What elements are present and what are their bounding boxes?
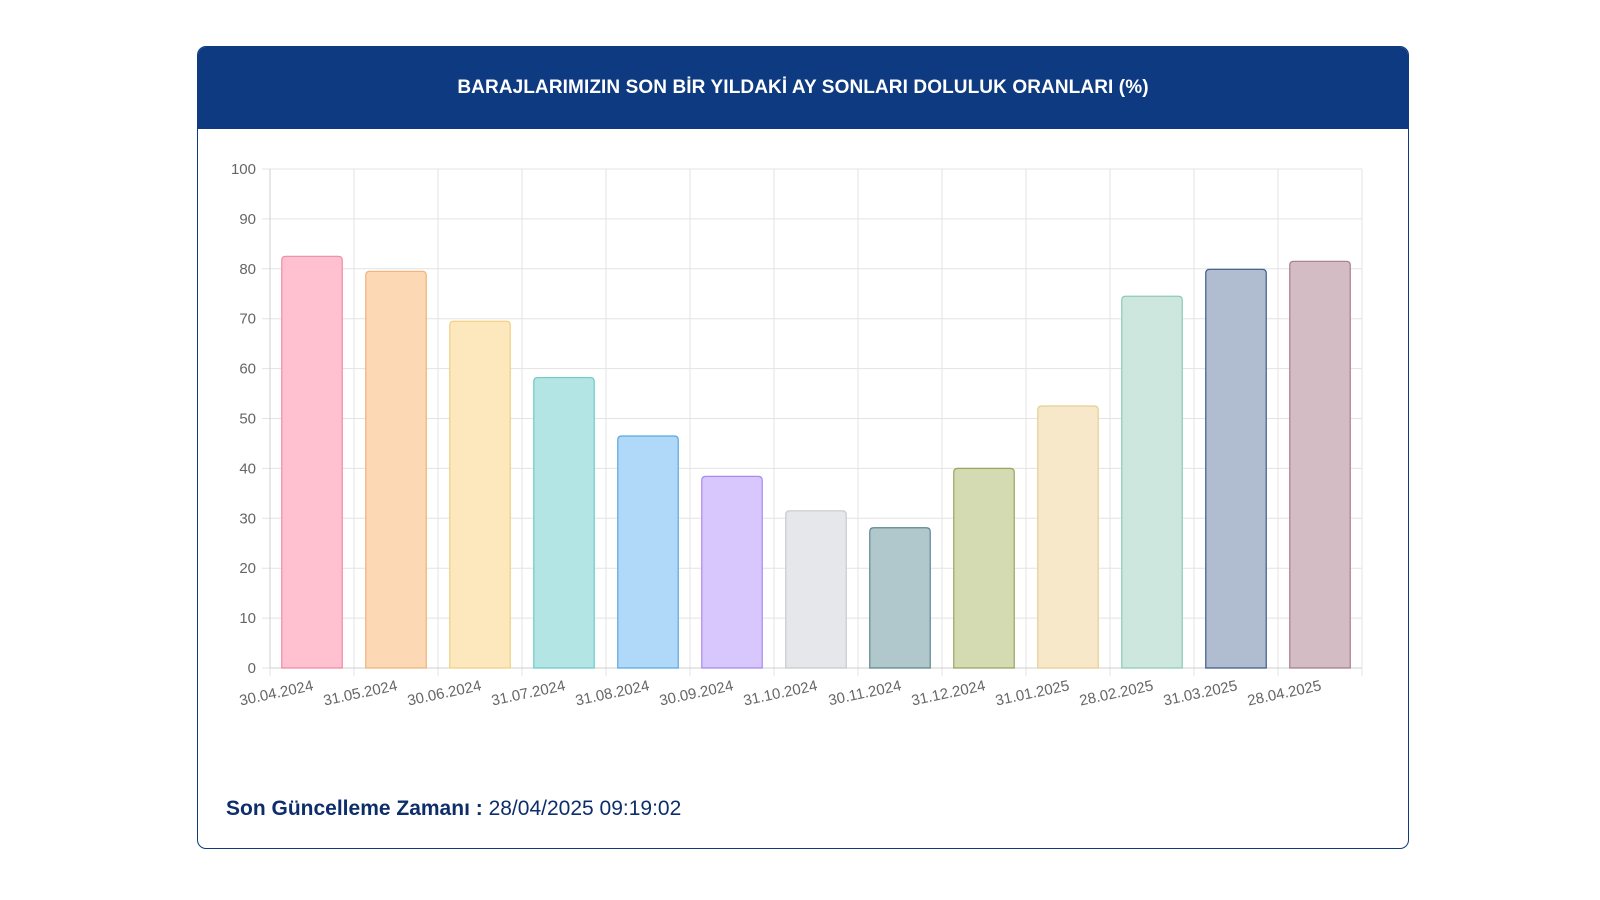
bar	[1121, 295, 1183, 669]
x-tick-label: 31.07.2024	[490, 677, 567, 709]
x-tick-label: 30.11.2024	[827, 677, 903, 709]
y-tick-label: 50	[239, 411, 256, 428]
x-tick-label: 30.09.2024	[658, 677, 735, 709]
bar	[869, 527, 931, 669]
chart-card: BARAJLARIMIZIN SON BİR YILDAKİ AY SONLAR…	[197, 46, 1409, 849]
y-tick-label: 70	[239, 311, 256, 328]
x-tick-label: 31.03.2025	[1162, 677, 1239, 709]
x-tick-label: 31.08.2024	[574, 677, 651, 709]
x-tick-label: 30.06.2024	[406, 677, 483, 709]
y-tick-label: 80	[239, 261, 256, 278]
bar-chart: 0 10 20 30 40 50 60 70 80 90 100 30.04.2024 31.05.20…	[231, 161, 1363, 710]
bar	[533, 376, 595, 669]
x-tick-label: 28.02.2025	[1078, 677, 1155, 709]
last-updated-value: 28/04/2025 09:19:02	[488, 797, 682, 820]
x-tick-label: 31.05.2024	[322, 677, 399, 709]
bar	[953, 467, 1015, 669]
y-tick-label: 90	[239, 211, 256, 228]
y-tick-label: 30	[239, 510, 256, 527]
y-tick-label: 10	[239, 610, 256, 627]
bar	[785, 510, 847, 669]
x-tick-label: 31.10.2024	[742, 677, 819, 709]
bar	[281, 255, 343, 669]
y-tick-label: 60	[239, 361, 256, 378]
bar	[1205, 268, 1267, 669]
y-tick-label: 0	[248, 660, 256, 677]
x-tick-label: 31.01.2025	[994, 677, 1071, 709]
bar	[1289, 260, 1351, 669]
bar	[701, 475, 763, 669]
card-header: BARAJLARIMIZIN SON BİR YILDAKİ AY SONLAR…	[198, 47, 1408, 129]
bar	[1037, 405, 1099, 669]
y-tick-label: 20	[239, 560, 256, 577]
bar	[365, 270, 427, 669]
x-tick-label: 31.12.2024	[910, 677, 987, 709]
x-tick-label: 30.04.2024	[238, 677, 315, 709]
bar	[617, 435, 679, 669]
y-tick-label: 100	[231, 161, 256, 178]
last-updated-label: Son Güncelleme Zamanı :	[226, 797, 483, 820]
x-tick-label: 28.04.2025	[1246, 677, 1323, 709]
last-updated: Son Güncelleme Zamanı : 28/04/2025 09:19…	[226, 797, 681, 821]
y-tick-label: 40	[239, 460, 256, 477]
bar	[449, 320, 511, 669]
chart-title: BARAJLARIMIZIN SON BİR YILDAKİ AY SONLAR…	[457, 77, 1149, 98]
